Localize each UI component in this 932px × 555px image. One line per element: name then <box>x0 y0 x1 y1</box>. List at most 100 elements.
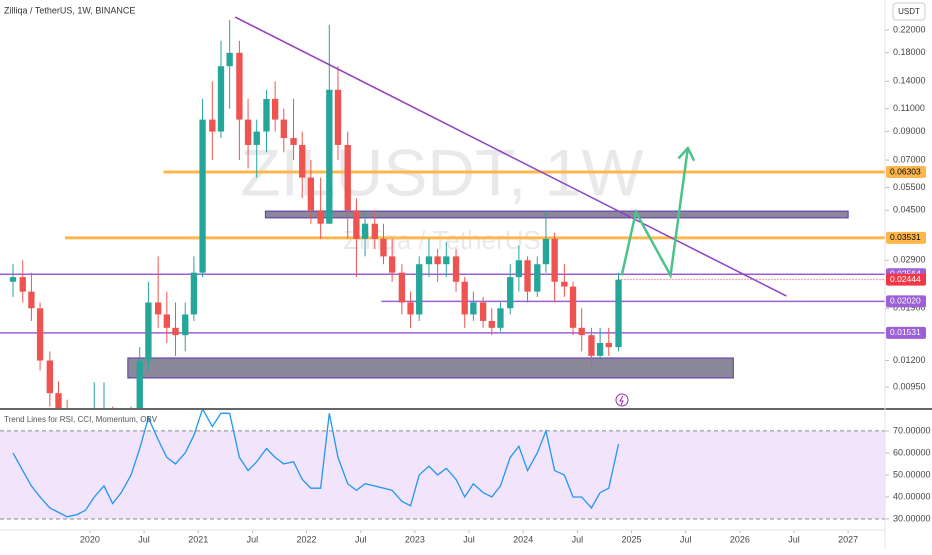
price-pane <box>0 16 885 408</box>
candle-body <box>280 119 287 139</box>
y-tick-label: 0.18000 <box>893 47 926 57</box>
candle-body <box>217 66 225 132</box>
x-tick-label: Jul <box>572 534 584 544</box>
candle-body <box>398 272 406 303</box>
trendline <box>620 147 690 280</box>
y-tick-label: 0.09000 <box>893 126 926 136</box>
x-tick-label: 2022 <box>297 534 317 544</box>
currency-label[interactable]: USDT <box>898 7 920 16</box>
candle-body <box>290 138 297 145</box>
zone <box>127 357 734 379</box>
candle-body <box>19 277 26 292</box>
candle-body <box>55 393 62 408</box>
y-tick-label: 50.00000 <box>893 469 931 479</box>
candle-body <box>605 342 612 348</box>
y-tick-label: 0.00950 <box>893 381 926 391</box>
candle-body <box>443 256 450 265</box>
candle-body <box>317 210 324 224</box>
candle-body <box>407 302 414 315</box>
candle-body <box>534 264 541 292</box>
candle-body <box>488 320 495 328</box>
level-label: 0.02020 <box>890 296 921 306</box>
y-tick-label: 30.00000 <box>893 513 931 523</box>
candle-body <box>271 98 279 120</box>
y-tick-label: 0.07000 <box>893 154 926 164</box>
candle-body <box>416 264 423 315</box>
currency-button[interactable] <box>892 2 926 21</box>
candle-body <box>524 260 531 292</box>
y-tick-label: 0.22000 <box>893 24 926 34</box>
candle-body <box>434 256 441 265</box>
candle-body <box>542 238 550 265</box>
candle-body <box>497 308 504 328</box>
x-tick-label: Jul <box>680 534 692 544</box>
indicator-title: Trend Lines for RSI, CCI, Momentum, OBV <box>4 415 158 424</box>
chart-title: Zilliqa / TetherUS, 1W, BINANCE <box>4 5 135 15</box>
candle-body <box>199 119 206 273</box>
y-tick-label: 0.01200 <box>893 355 926 365</box>
candle-body <box>615 279 622 348</box>
x-tick-label: 2026 <box>730 534 750 544</box>
indicator-pane <box>0 410 885 520</box>
candle-body <box>452 256 460 282</box>
x-tick-label: Jul <box>463 534 475 544</box>
candle-body <box>388 256 396 273</box>
event-icon-glyph <box>619 395 624 406</box>
level-label: 0.02564 <box>890 268 921 278</box>
candle-body <box>425 256 433 265</box>
candle-body <box>470 302 477 315</box>
x-tick-label: 2027 <box>838 534 858 544</box>
candle-body <box>507 277 514 309</box>
candle-body <box>263 98 270 132</box>
current-price-badge <box>886 273 926 286</box>
y-tick-label: 0.04500 <box>893 205 926 215</box>
candle-body <box>209 119 216 132</box>
x-tick-label: 2023 <box>405 534 425 544</box>
y-tick-label: 60.00000 <box>893 447 931 457</box>
x-tick-label: 2024 <box>513 534 533 544</box>
y-tick-label: 40.00000 <box>893 491 931 501</box>
candle-body <box>154 302 162 315</box>
candle-body <box>479 302 487 321</box>
level-label: 0.01531 <box>890 327 921 337</box>
level-badge <box>886 231 926 244</box>
level-label: 0.06303 <box>890 166 921 176</box>
candle-body <box>172 327 179 336</box>
x-tick-label: Jul <box>355 534 367 544</box>
candle-body <box>353 210 360 239</box>
candle-body <box>344 144 351 211</box>
x-tick-label: 2025 <box>622 534 642 544</box>
trendline <box>234 16 787 297</box>
candle-body <box>163 314 170 328</box>
candle-body <box>561 281 568 287</box>
candle-body <box>569 286 577 328</box>
candle-body <box>334 89 342 145</box>
candle-body <box>515 260 523 278</box>
candle-body <box>551 238 558 282</box>
candle-body <box>236 52 243 120</box>
rsi-band <box>0 430 885 519</box>
x-tick-label: 2020 <box>80 534 100 544</box>
x-tick-label: Jul <box>788 534 800 544</box>
y-tick-label: 0.05500 <box>893 182 926 192</box>
current-price-label: 0.02444 <box>890 274 921 284</box>
level-label: 0.03531 <box>890 232 921 242</box>
candle-body <box>190 272 198 315</box>
arrow-head <box>677 145 696 162</box>
y-tick-label: 0.02900 <box>893 255 926 265</box>
x-tick-label: Jul <box>138 534 150 544</box>
event-icon[interactable] <box>615 393 629 407</box>
candle-body <box>588 335 595 356</box>
candle-body <box>299 144 306 178</box>
y-tick-label: 70.00000 <box>893 425 931 435</box>
level-badge <box>886 295 926 308</box>
candle-body <box>371 223 378 239</box>
candle-body <box>145 302 152 361</box>
candle-body <box>380 238 387 257</box>
y-tick-label: 0.01900 <box>893 303 926 313</box>
candle-body <box>326 89 333 224</box>
candle-body <box>46 360 53 394</box>
candle-body <box>36 308 44 361</box>
